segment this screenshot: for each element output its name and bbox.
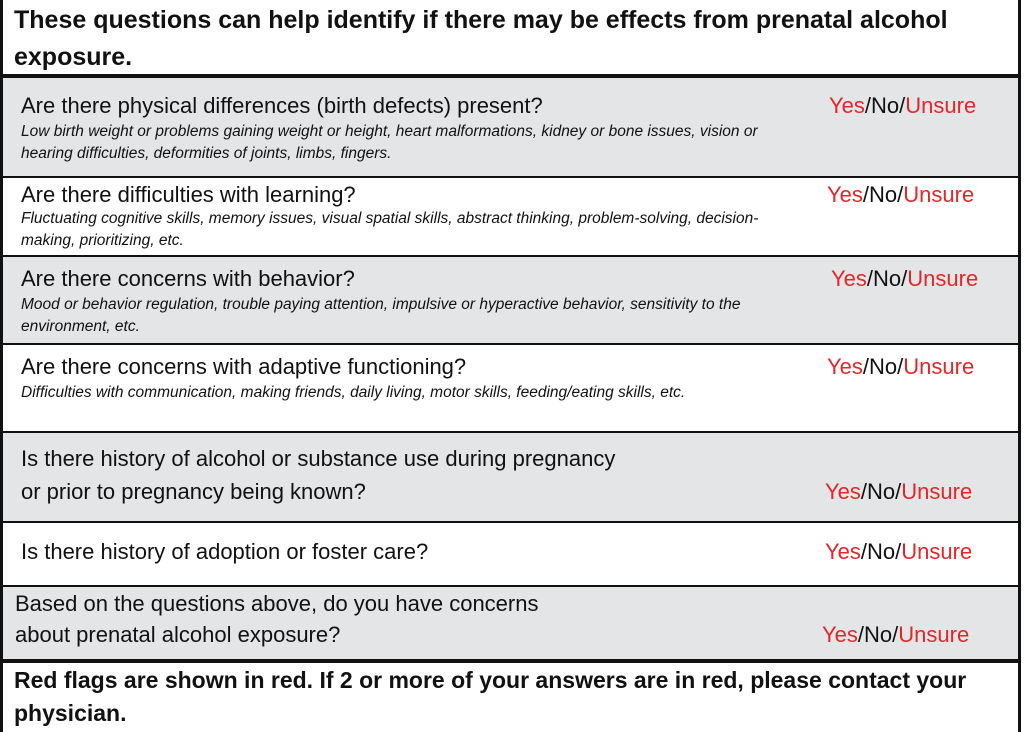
left-border — [0, 0, 3, 732]
answer-options[interactable]: Yes/No/Unsure — [827, 182, 975, 207]
answer-no[interactable]: No — [867, 479, 896, 504]
answer-no[interactable]: No — [869, 182, 898, 207]
answer-no[interactable]: No — [869, 354, 898, 379]
answer-options[interactable]: Yes/No/Unsure — [822, 622, 970, 647]
answer-no[interactable]: No — [867, 539, 896, 564]
answer-yes[interactable]: Yes — [822, 622, 858, 647]
answer-unsure[interactable]: Unsure — [905, 93, 977, 118]
answer-unsure[interactable]: Unsure — [901, 479, 973, 504]
question-text: Are there difficulties with learning? — [21, 182, 356, 207]
question-row-behavior: Are there concerns with behavior? Mood o… — [3, 257, 1018, 343]
question-text: Is there history of adoption or foster c… — [21, 539, 429, 564]
answer-unsure[interactable]: Unsure — [898, 622, 970, 647]
question-row-learning: Are there difficulties with learning? Fl… — [3, 178, 1018, 255]
row-divider — [0, 255, 1021, 257]
question-detail: Low birth weight or problems gaining wei… — [21, 123, 758, 162]
right-border — [1018, 0, 1021, 732]
answer-options[interactable]: Yes/No/Unsure — [827, 354, 975, 379]
answer-options[interactable]: Yes/No/Unsure — [825, 479, 973, 504]
answer-yes[interactable]: Yes — [825, 479, 861, 504]
answer-yes[interactable]: Yes — [829, 93, 865, 118]
answer-unsure[interactable]: Unsure — [901, 539, 973, 564]
question-text-line2: about prenatal alcohol exposure? — [15, 622, 341, 647]
answer-unsure[interactable]: Unsure — [907, 266, 979, 291]
question-row-physical: Are there physical differences (birth de… — [3, 78, 1018, 176]
footer-divider — [0, 659, 1021, 663]
question-row-adaptive: Are there concerns with adaptive functio… — [3, 345, 1018, 431]
question-text-line2: or prior to pregnancy being known? — [21, 479, 366, 504]
answer-no[interactable]: No — [864, 622, 893, 647]
question-row-adoption: Is there history of adoption or foster c… — [3, 523, 1018, 585]
answer-yes[interactable]: Yes — [825, 539, 861, 564]
row-divider — [0, 585, 1021, 587]
row-divider — [0, 176, 1021, 178]
question-text-line1: Based on the questions above, do you hav… — [15, 591, 539, 616]
answer-no[interactable]: No — [873, 266, 902, 291]
answer-yes[interactable]: Yes — [831, 266, 867, 291]
header-divider — [0, 74, 1021, 78]
answer-options[interactable]: Yes/No/Unsure — [831, 266, 979, 291]
answer-yes[interactable]: Yes — [827, 354, 863, 379]
answer-options[interactable]: Yes/No/Unsure — [829, 93, 977, 118]
question-detail: Mood or behavior regulation, trouble pay… — [21, 296, 741, 335]
question-text-line1: Is there history of alcohol or substance… — [21, 446, 616, 471]
answer-yes[interactable]: Yes — [827, 182, 863, 207]
question-detail: Fluctuating cognitive skills, memory iss… — [21, 210, 759, 249]
answer-no[interactable]: No — [871, 93, 900, 118]
page-title: These questions can help identify if the… — [14, 6, 948, 71]
answer-options[interactable]: Yes/No/Unsure — [825, 539, 973, 564]
row-divider — [0, 521, 1021, 523]
question-text: Are there concerns with adaptive functio… — [21, 354, 467, 379]
row-divider — [0, 343, 1021, 345]
question-row-overall-concern: Based on the questions above, do you hav… — [3, 587, 1018, 659]
question-row-substance-history: Is there history of alcohol or substance… — [3, 433, 1018, 521]
question-detail: Difficulties with communication, making … — [21, 384, 686, 401]
question-text: Are there concerns with behavior? — [21, 266, 355, 291]
answer-unsure[interactable]: Unsure — [903, 354, 975, 379]
footer-note: Red flags are shown in red. If 2 or more… — [14, 667, 967, 726]
question-text: Are there physical differences (birth de… — [21, 93, 543, 118]
row-divider — [0, 431, 1021, 433]
answer-unsure[interactable]: Unsure — [903, 182, 975, 207]
